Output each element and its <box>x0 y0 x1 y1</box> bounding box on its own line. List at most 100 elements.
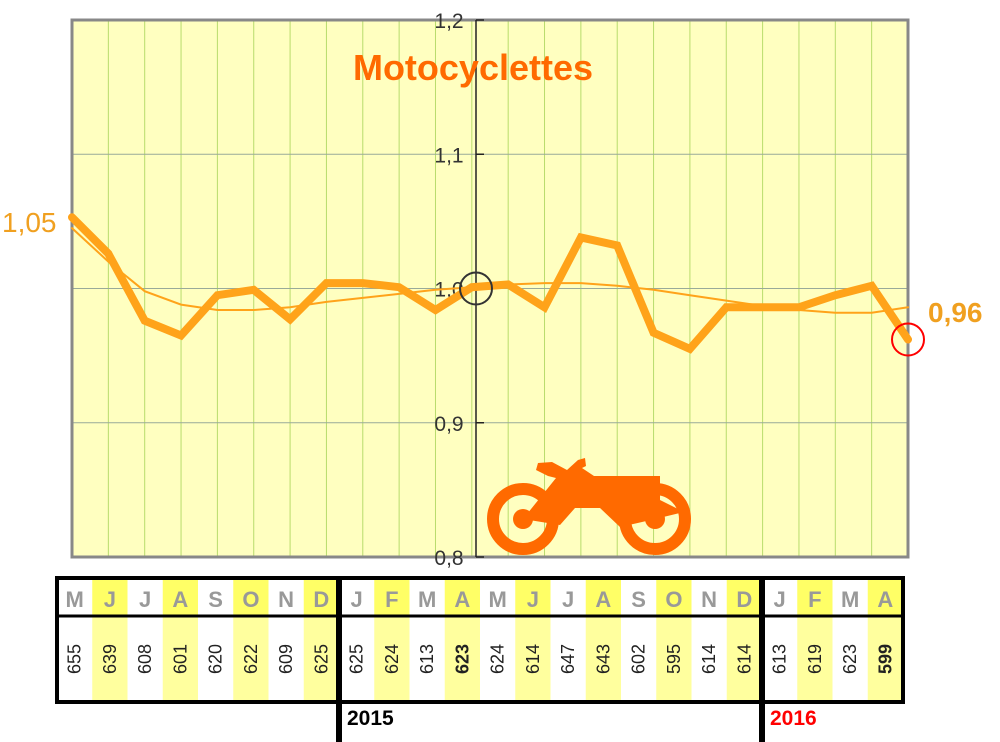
month-stripe <box>867 578 903 616</box>
value-stripe <box>867 616 903 702</box>
plot-frame <box>70 18 910 559</box>
series-layer <box>68 213 912 354</box>
data-point <box>468 284 475 291</box>
year-label: 2015 <box>347 707 394 730</box>
value-stripe <box>374 616 410 702</box>
value-label: 623 <box>452 644 472 674</box>
value-label: 622 <box>241 644 261 674</box>
month-label: F <box>385 587 398 612</box>
main-series-line <box>68 213 912 354</box>
month-label: F <box>808 587 821 612</box>
value-label: 655 <box>65 644 85 674</box>
value-stripe <box>92 616 128 702</box>
month-stripe <box>374 578 410 616</box>
month-label: M <box>418 587 436 612</box>
month-stripe <box>585 578 621 616</box>
month-label: D <box>736 587 752 612</box>
highlight-marker <box>891 322 925 357</box>
data-point <box>614 242 621 249</box>
value-label: 619 <box>805 644 825 674</box>
value-label: 624 <box>382 644 402 674</box>
month-label: M <box>841 587 859 612</box>
month-label: J <box>351 587 363 612</box>
month-label: O <box>665 587 682 612</box>
value-stripe <box>515 616 551 702</box>
month-stripe <box>444 578 480 616</box>
data-point <box>505 281 512 288</box>
value-label: 620 <box>206 644 226 674</box>
month-label: O <box>242 587 259 612</box>
value-stripe <box>233 616 269 702</box>
value-stripe <box>444 616 480 702</box>
month-label: J <box>527 587 539 612</box>
data-point <box>178 332 185 339</box>
month-stripe <box>92 578 128 616</box>
value-label: 614 <box>734 644 754 674</box>
value-label: 625 <box>347 644 367 674</box>
y-tick-label: 0,9 <box>434 413 463 436</box>
data-point <box>359 280 366 287</box>
end-value-label: 0,96 <box>928 297 983 328</box>
y-tick-label: 1,1 <box>434 144 463 167</box>
month-label: A <box>595 587 611 612</box>
value-label: 624 <box>488 644 508 674</box>
value-label: 614 <box>523 644 543 674</box>
month-stripe <box>233 578 269 616</box>
month-stripe <box>656 578 692 616</box>
data-point <box>396 284 403 291</box>
month-stripe <box>303 578 339 616</box>
data-point <box>432 306 439 313</box>
value-label: 647 <box>558 644 578 674</box>
month-stripe <box>797 578 833 616</box>
motorcycle-icon <box>487 458 691 555</box>
data-point <box>795 304 802 311</box>
data-point <box>287 316 294 323</box>
value-label: 602 <box>629 644 649 674</box>
data-point <box>686 345 693 352</box>
month-label: S <box>208 587 223 612</box>
data-table: M 655 J 639 J 608 A 601 S 620 O 622 N 609 D 625 J 625 F 624… <box>55 576 905 742</box>
data-point <box>905 336 911 343</box>
value-label: 643 <box>593 644 613 674</box>
highlight-marker <box>459 271 493 306</box>
start-value-label: 1,05 <box>2 207 57 238</box>
data-point <box>832 292 839 299</box>
value-stripe <box>585 616 621 702</box>
data-point <box>323 280 330 287</box>
value-label: 639 <box>100 644 120 674</box>
value-stripe <box>162 616 198 702</box>
month-stripe <box>726 578 762 616</box>
data-point <box>69 214 75 221</box>
value-label: 601 <box>170 644 190 674</box>
data-point <box>868 282 875 289</box>
chart-title: Motocyclettes <box>353 47 593 88</box>
month-label: D <box>313 587 329 612</box>
month-label: J <box>104 587 116 612</box>
value-label: 608 <box>135 644 155 674</box>
month-stripe <box>162 578 198 616</box>
year-label: 2016 <box>770 707 817 730</box>
value-stripe <box>303 616 339 702</box>
data-point <box>541 304 548 311</box>
month-label: N <box>701 587 717 612</box>
y-axis-ticks: 0,80,91,01,11,2 <box>434 10 484 570</box>
month-label: M <box>65 587 83 612</box>
value-label: 609 <box>276 644 296 674</box>
month-label: N <box>278 587 294 612</box>
month-label: A <box>877 587 893 612</box>
point-markers <box>459 271 925 357</box>
data-point <box>214 292 221 299</box>
value-label: 599 <box>875 644 895 674</box>
data-point <box>577 234 584 241</box>
data-point <box>141 317 148 324</box>
data-point <box>759 304 766 311</box>
value-stripe <box>656 616 692 702</box>
value-label: 625 <box>311 644 331 674</box>
month-label: M <box>488 587 506 612</box>
y-tick-label: 0,8 <box>434 547 463 570</box>
value-stripe <box>726 616 762 702</box>
y-tick-label: 1,2 <box>434 10 463 33</box>
value-label: 595 <box>664 644 684 674</box>
value-label: 613 <box>770 644 790 674</box>
